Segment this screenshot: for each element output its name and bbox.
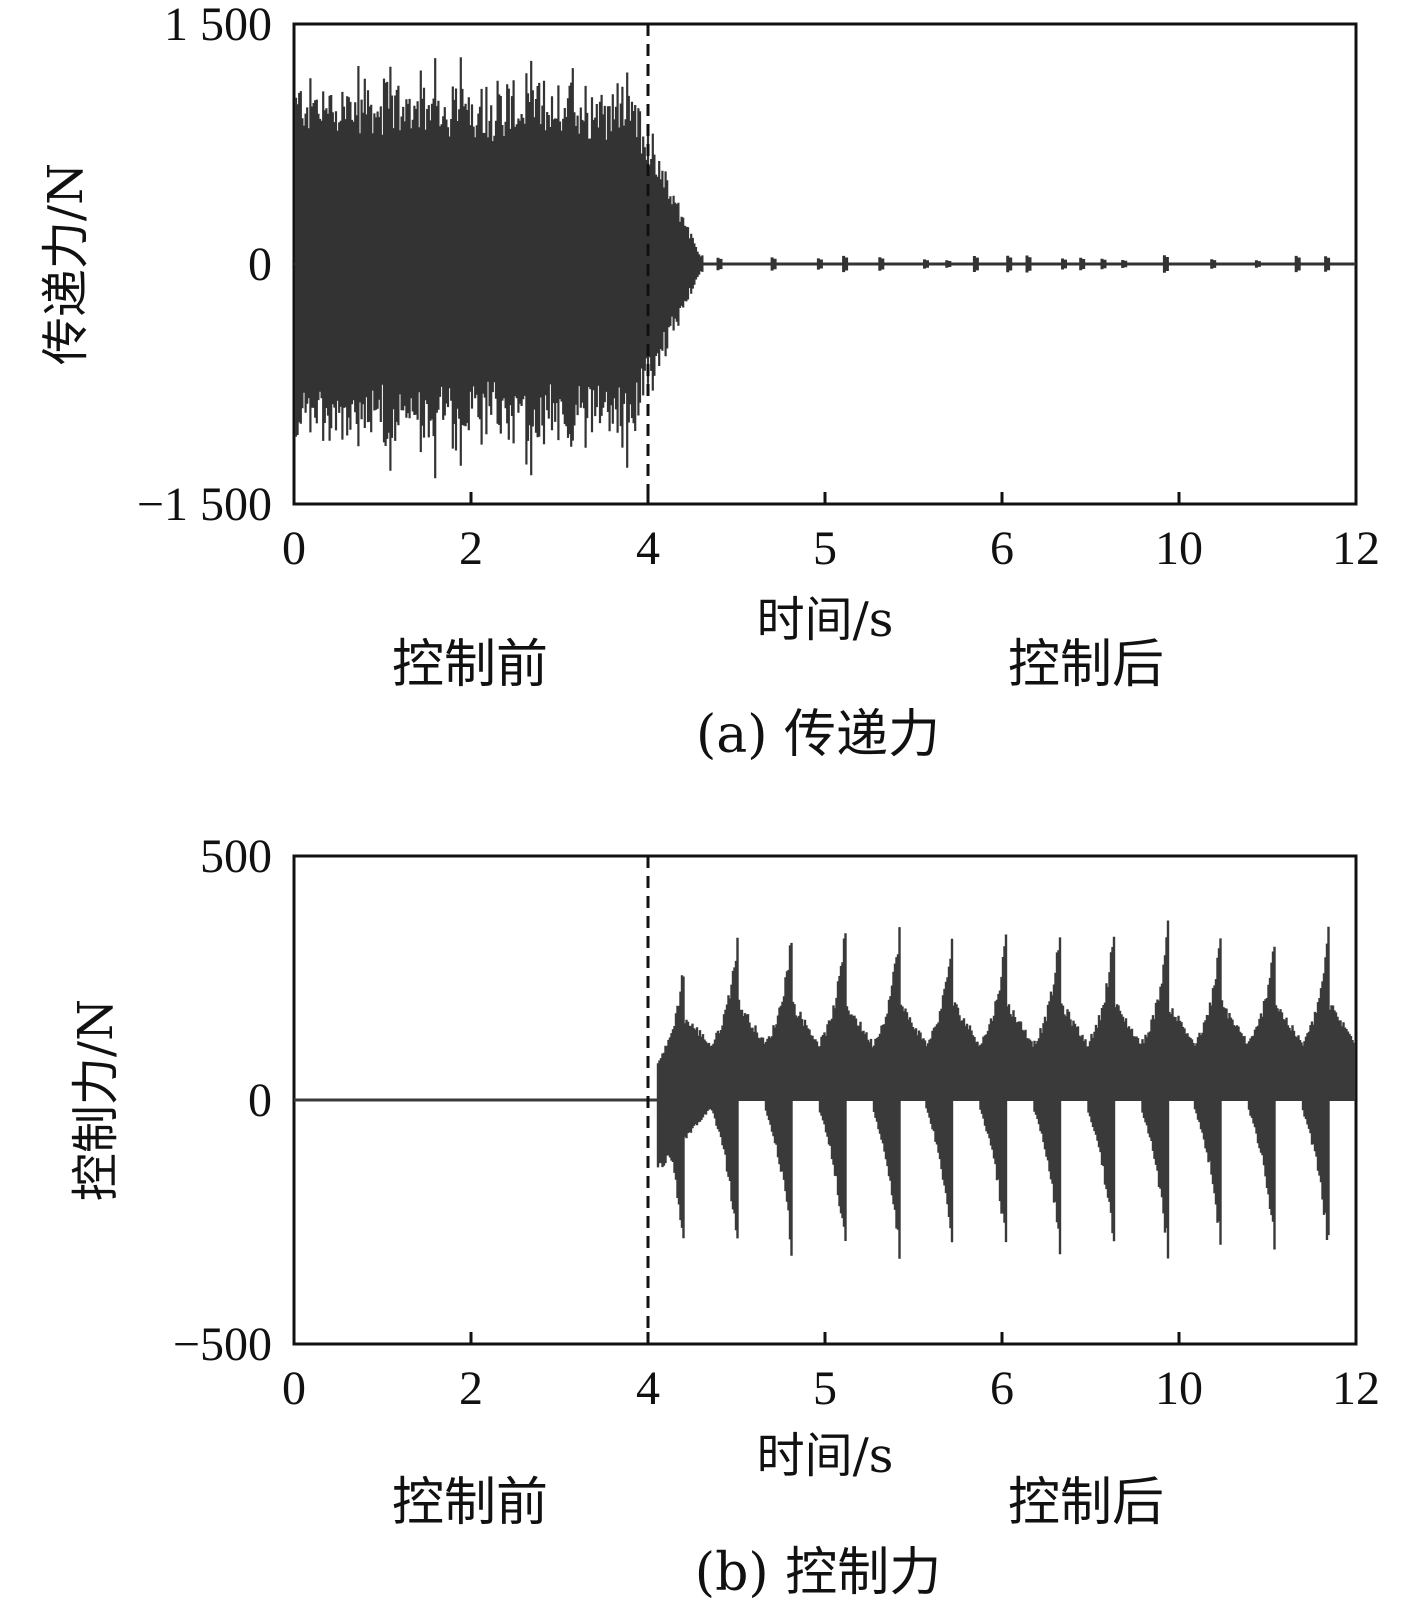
panel-a-y-ticks: 1 500 0 −1 500: [137, 0, 272, 531]
y-tick-label: 0: [248, 238, 272, 291]
x-tick-label: 6: [990, 522, 1014, 575]
panel-a-x-ticks: 0 2 4 5 6 10 12: [282, 492, 1380, 575]
y-tick-label: −1 500: [137, 478, 272, 531]
y-tick-label: 500: [200, 830, 272, 883]
panel-b-signal: [294, 920, 1356, 1259]
panel-a-after-label: 控制后: [1008, 635, 1164, 695]
x-tick-label: 2: [459, 522, 483, 575]
y-tick-label: 0: [248, 1074, 272, 1127]
x-tick-label: 4: [636, 522, 660, 575]
panel-a-caption: (a) 传递力: [696, 705, 940, 765]
y-tick-label: −500: [173, 1318, 272, 1371]
panel-b-before-label: 控制前: [392, 1473, 548, 1533]
x-tick-label: 5: [813, 1362, 837, 1415]
panel-b-caption: (b) 控制力: [695, 1543, 941, 1603]
y-tick-label: 1 500: [164, 0, 272, 51]
x-tick-label: 0: [282, 522, 306, 575]
panel-b-after-label: 控制后: [1008, 1473, 1164, 1533]
x-tick-label: 5: [813, 522, 837, 575]
x-tick-label: 12: [1332, 522, 1380, 575]
x-tick-label: 4: [636, 1362, 660, 1415]
panel-b-y-axis-title: 控制力/N: [68, 999, 124, 1201]
panel-a-x-axis-title: 时间/s: [757, 592, 894, 648]
panel-b-x-axis-title: 时间/s: [757, 1428, 894, 1484]
panel-a-signal: [294, 57, 1356, 479]
panel-b-y-ticks: 500 0 −500: [173, 830, 272, 1371]
signal-before-control: [294, 57, 704, 479]
x-tick-label: 6: [990, 1362, 1014, 1415]
x-tick-label: 12: [1332, 1362, 1380, 1415]
x-tick-label: 10: [1155, 1362, 1203, 1415]
panel-b-x-ticks: 0 2 4 5 6 10 12: [282, 1332, 1380, 1415]
x-tick-label: 0: [282, 1362, 306, 1415]
x-tick-label: 2: [459, 1362, 483, 1415]
signal-after-control: [656, 920, 1356, 1259]
x-tick-label: 10: [1155, 522, 1203, 575]
panel-a-y-axis-title: 传递力/N: [38, 163, 94, 365]
signal-after-control: [716, 255, 1331, 273]
panel-a-before-label: 控制前: [392, 635, 548, 695]
